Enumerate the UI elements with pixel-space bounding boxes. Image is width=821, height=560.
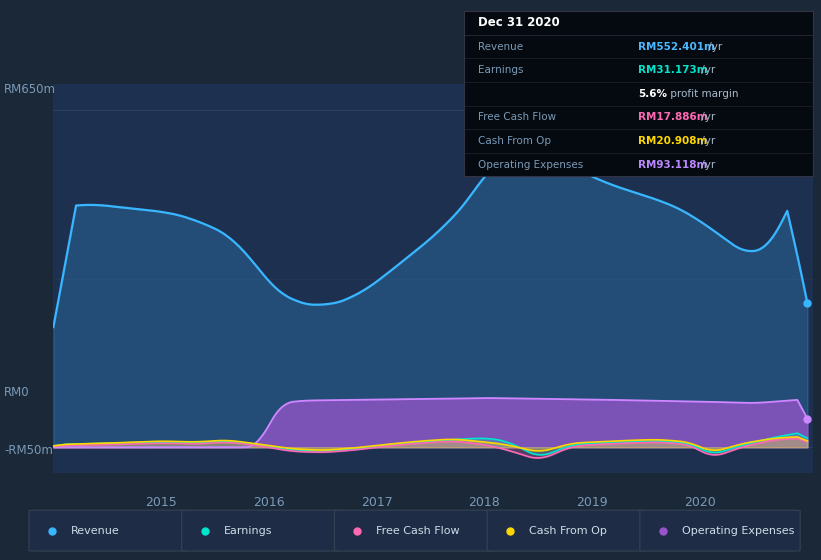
Text: RM650m: RM650m bbox=[4, 83, 56, 96]
Text: /yr: /yr bbox=[699, 65, 716, 75]
Text: 2015: 2015 bbox=[145, 496, 177, 508]
Text: RM0: RM0 bbox=[4, 385, 30, 399]
Text: 2020: 2020 bbox=[684, 496, 716, 508]
FancyBboxPatch shape bbox=[640, 510, 800, 551]
Text: -RM50m: -RM50m bbox=[4, 444, 53, 458]
Text: RM17.886m: RM17.886m bbox=[639, 113, 708, 123]
Text: RM552.401m: RM552.401m bbox=[639, 41, 715, 52]
Text: 2016: 2016 bbox=[253, 496, 285, 508]
FancyBboxPatch shape bbox=[334, 510, 495, 551]
Text: 2019: 2019 bbox=[576, 496, 608, 508]
Text: profit margin: profit margin bbox=[667, 89, 738, 99]
Text: Cash From Op: Cash From Op bbox=[530, 526, 607, 535]
Text: /yr: /yr bbox=[699, 160, 716, 170]
Text: Revenue: Revenue bbox=[478, 41, 523, 52]
Text: RM20.908m: RM20.908m bbox=[639, 136, 708, 146]
FancyBboxPatch shape bbox=[29, 510, 190, 551]
Text: Operating Expenses: Operating Expenses bbox=[478, 160, 583, 170]
Text: /yr: /yr bbox=[704, 41, 722, 52]
Text: 5.6%: 5.6% bbox=[639, 89, 667, 99]
FancyBboxPatch shape bbox=[487, 510, 648, 551]
Text: Earnings: Earnings bbox=[478, 65, 523, 75]
Text: RM93.118m: RM93.118m bbox=[639, 160, 708, 170]
Text: Free Cash Flow: Free Cash Flow bbox=[478, 113, 556, 123]
Text: RM31.173m: RM31.173m bbox=[639, 65, 708, 75]
Text: 2017: 2017 bbox=[360, 496, 392, 508]
Text: Cash From Op: Cash From Op bbox=[478, 136, 551, 146]
Text: 2018: 2018 bbox=[468, 496, 500, 508]
FancyBboxPatch shape bbox=[181, 510, 342, 551]
Text: Earnings: Earnings bbox=[224, 526, 273, 535]
Text: /yr: /yr bbox=[699, 136, 716, 146]
Text: Dec 31 2020: Dec 31 2020 bbox=[478, 16, 560, 30]
Text: Revenue: Revenue bbox=[71, 526, 120, 535]
Text: Operating Expenses: Operating Expenses bbox=[682, 526, 794, 535]
Text: /yr: /yr bbox=[699, 113, 716, 123]
Text: Free Cash Flow: Free Cash Flow bbox=[377, 526, 460, 535]
